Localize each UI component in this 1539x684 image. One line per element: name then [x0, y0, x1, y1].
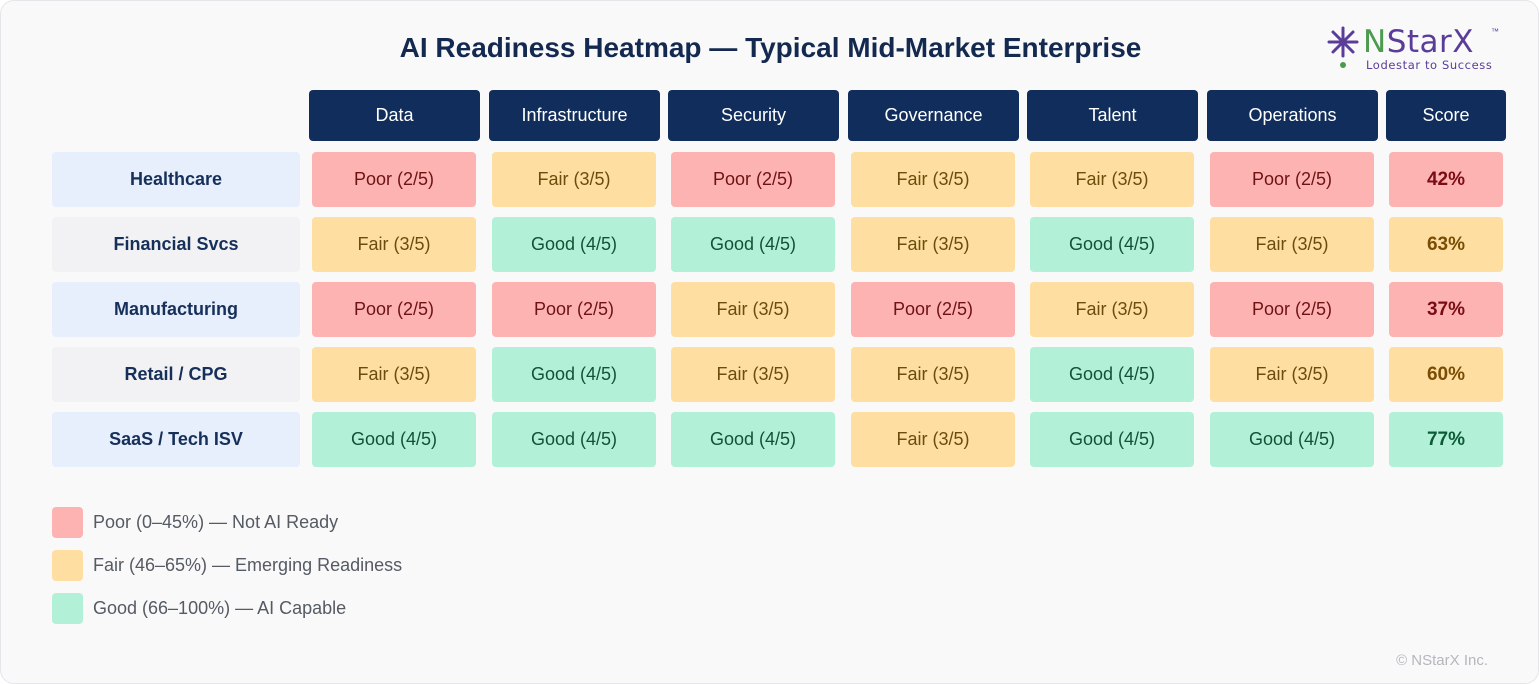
heatmap-cell: Fair (3/5) [851, 347, 1015, 402]
heatmap-cell: Good (4/5) [312, 412, 476, 467]
heatmap-cell: Fair (3/5) [1030, 152, 1194, 207]
legend-swatch [52, 506, 83, 538]
heatmap-cell: Good (4/5) [492, 217, 656, 272]
logo-trademark: ™ [1491, 27, 1499, 36]
heatmap-cell: Good (4/5) [492, 347, 656, 402]
column-header-governance: Governance [848, 90, 1019, 141]
heatmap-cell: Poor (2/5) [312, 152, 476, 207]
nstarx-logo: NStarX ™ Lodestar to Success [1326, 24, 1506, 75]
logo-tagline: Lodestar to Success [1366, 58, 1493, 72]
legend-item-good: Good (66–100%) — AI Capable [52, 592, 346, 624]
column-header-talent: Talent [1027, 90, 1198, 141]
row-label: Healthcare [52, 152, 300, 207]
heatmap-cell: Fair (3/5) [312, 347, 476, 402]
heatmap-cell: Fair (3/5) [671, 282, 835, 337]
legend-label: Fair (46–65%) — Emerging Readiness [93, 554, 403, 575]
legend-label: Good (66–100%) — AI Capable [93, 597, 347, 618]
heatmap-cell: Poor (2/5) [671, 152, 835, 207]
chart-title: AI Readiness Heatmap — Typical Mid-Marke… [399, 32, 1142, 63]
legend-swatch [52, 592, 83, 624]
score-cell: 63% [1389, 217, 1503, 272]
legend-swatch [52, 549, 83, 581]
legend-item-fair: Fair (46–65%) — Emerging Readiness [52, 549, 402, 581]
score-cell: 77% [1389, 412, 1503, 467]
heatmap-cell: Poor (2/5) [1210, 152, 1374, 207]
heatmap-cell: Good (4/5) [1030, 347, 1194, 402]
heatmap-cell: Good (4/5) [671, 217, 835, 272]
heatmap-cell: Poor (2/5) [851, 282, 1015, 337]
heatmap-cell: Fair (3/5) [1030, 282, 1194, 337]
heatmap-cell: Fair (3/5) [851, 412, 1015, 467]
score-cell: 60% [1389, 347, 1503, 402]
legend-item-poor: Poor (0–45%) — Not AI Ready [52, 506, 338, 538]
heatmap-cell: Fair (3/5) [851, 217, 1015, 272]
heatmap-cell: Poor (2/5) [1210, 282, 1374, 337]
column-header-security: Security [668, 90, 839, 141]
heatmap-cell: Good (4/5) [1030, 412, 1194, 467]
row-label: SaaS / Tech ISV [52, 412, 300, 467]
heatmap-cell: Fair (3/5) [492, 152, 656, 207]
heatmap-cell: Poor (2/5) [492, 282, 656, 337]
legend-label: Poor (0–45%) — Not AI Ready [93, 511, 339, 532]
heatmap-cell: Fair (3/5) [671, 347, 835, 402]
heatmap-cell: Fair (3/5) [851, 152, 1015, 207]
logo-wordmark: NStarX [1363, 24, 1474, 60]
heatmap-cell: Fair (3/5) [312, 217, 476, 272]
column-header-infrastructure: Infrastructure [489, 90, 660, 141]
star-burst-icon [1327, 26, 1359, 68]
logo-suffix: StarX [1386, 24, 1475, 60]
heatmap-cell: Good (4/5) [671, 412, 835, 467]
score-cell: 42% [1389, 152, 1503, 207]
row-label: Financial Svcs [52, 217, 300, 272]
heatmap-cell: Good (4/5) [1210, 412, 1374, 467]
heatmap-cell: Fair (3/5) [1210, 347, 1374, 402]
copyright: © NStarX Inc. [1396, 652, 1488, 669]
heatmap-cell: Poor (2/5) [312, 282, 476, 337]
row-label: Manufacturing [52, 282, 300, 337]
column-header-data: Data [309, 90, 480, 141]
heatmap-cell: Fair (3/5) [1210, 217, 1374, 272]
column-header-operations: Operations [1207, 90, 1378, 141]
heatmap-cell: Good (4/5) [492, 412, 656, 467]
score-cell: 37% [1389, 282, 1503, 337]
column-header-score: Score [1386, 90, 1506, 141]
heatmap-cell: Good (4/5) [1030, 217, 1194, 272]
row-label: Retail / CPG [52, 347, 300, 402]
logo-prefix: N [1363, 24, 1387, 60]
